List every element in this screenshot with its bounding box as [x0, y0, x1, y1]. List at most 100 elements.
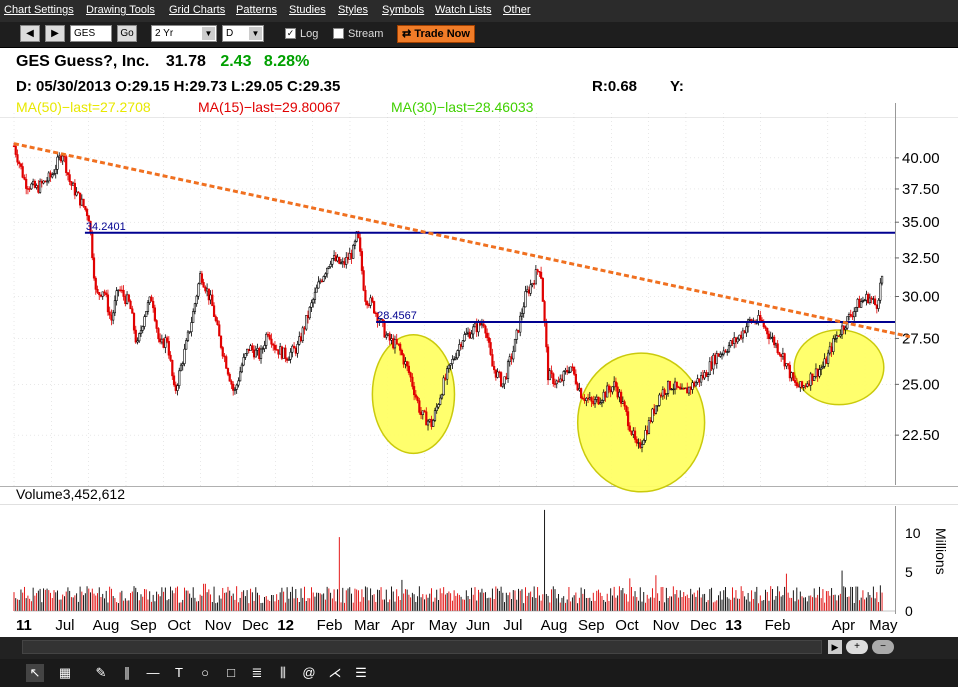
- candle-body: [480, 323, 484, 326]
- candle-body: [628, 425, 631, 432]
- chart-area[interactable]: 40.00 37.50 35.00 32.50 30.00 27.50 25.00 22.50…: [0, 48, 958, 637]
- candle-body: [160, 338, 163, 343]
- menu-grid-charts[interactable]: Grid Charts: [169, 4, 226, 16]
- parallel-lines-icon[interactable]: ∥: [123, 665, 131, 680]
- menu-styles[interactable]: Styles: [338, 4, 368, 16]
- candle-body: [778, 352, 781, 355]
- candle-body: [813, 376, 816, 381]
- candle-body: [774, 343, 778, 346]
- menu-chart-settings[interactable]: Chart Settings: [4, 4, 74, 16]
- candle-body: [117, 289, 120, 292]
- x-tick-label: 13: [725, 617, 742, 634]
- candle-body: [320, 280, 324, 283]
- candle-body: [783, 353, 786, 367]
- menu-patterns[interactable]: Patterns: [236, 4, 277, 16]
- candle-body: [63, 155, 66, 158]
- candle-body: [120, 289, 123, 292]
- list-icon[interactable]: ☰: [355, 665, 367, 680]
- horizontal-scrollbar[interactable]: ▶ + −: [0, 637, 958, 659]
- candle-body: [576, 383, 579, 391]
- go-button[interactable]: Go: [117, 25, 137, 42]
- candle-body: [223, 355, 226, 358]
- candle-body: [122, 289, 125, 297]
- candle-body: [383, 321, 386, 338]
- candle-body: [719, 353, 722, 357]
- menu-symbols[interactable]: Symbols: [382, 4, 425, 16]
- menu-other[interactable]: Other: [503, 4, 531, 16]
- candle-body: [106, 294, 110, 313]
- log-checkbox[interactable]: ✓: [285, 28, 296, 39]
- candle-body: [543, 301, 546, 323]
- candle-body: [393, 339, 397, 349]
- candle-body: [781, 353, 785, 357]
- menu-studies[interactable]: Studies: [289, 4, 326, 16]
- candle-body: [119, 289, 122, 291]
- candle-body: [263, 345, 266, 349]
- candle-body: [766, 328, 769, 335]
- fibonacci-icon[interactable]: ≣: [251, 665, 263, 680]
- candle-body: [597, 396, 600, 405]
- candle-body: [35, 185, 38, 188]
- candle-body: [835, 335, 838, 339]
- spiral-icon[interactable]: @: [302, 665, 316, 680]
- cycle-lines-icon[interactable]: ⫼: [280, 665, 286, 680]
- candle-body: [134, 329, 137, 343]
- pencil-icon[interactable]: ✎: [95, 665, 107, 680]
- candle-body: [776, 343, 779, 353]
- candle-body: [258, 348, 261, 359]
- candle-body: [583, 398, 586, 401]
- candle-body: [407, 365, 410, 374]
- candle-body: [673, 381, 677, 390]
- prev-button[interactable]: ◀: [20, 25, 40, 42]
- candle-body: [729, 340, 732, 346]
- candle-body: [266, 333, 270, 336]
- ellipse-icon[interactable]: ○: [201, 665, 209, 680]
- candle-body: [414, 394, 417, 398]
- text-icon[interactable]: T: [175, 665, 183, 680]
- candle-body: [280, 346, 283, 359]
- menu-watch-lists[interactable]: Watch Lists: [435, 4, 492, 16]
- zoom-in-icon[interactable]: +: [846, 640, 868, 654]
- candle-body: [705, 372, 708, 377]
- scroll-right-icon[interactable]: ▶: [828, 640, 842, 654]
- candle-body: [877, 299, 880, 309]
- candle-body: [42, 180, 45, 184]
- next-button[interactable]: ▶: [45, 25, 65, 42]
- candle-body: [413, 386, 416, 396]
- menu-drawing-tools[interactable]: Drawing Tools: [86, 4, 155, 16]
- candle-body: [639, 442, 642, 448]
- stream-checkbox[interactable]: [333, 28, 344, 39]
- period-select[interactable]: 2 Yr ▼: [151, 25, 217, 42]
- rectangle-icon[interactable]: □: [227, 665, 235, 680]
- candle-body: [642, 440, 645, 445]
- candle-body: [240, 364, 243, 373]
- candle-body: [550, 370, 553, 375]
- candle-body: [181, 363, 184, 366]
- hline-icon[interactable]: —: [146, 665, 160, 680]
- candle-body: [70, 181, 73, 186]
- candle-body: [809, 373, 812, 386]
- zoom-out-icon[interactable]: −: [872, 640, 894, 654]
- candle-body: [647, 420, 651, 434]
- candle-body: [665, 393, 668, 395]
- candle-body: [734, 337, 738, 343]
- interval-select[interactable]: D ▼: [222, 25, 264, 42]
- candle-body: [632, 430, 635, 435]
- candle-body: [847, 314, 851, 317]
- symbol-input[interactable]: GES: [70, 25, 112, 42]
- candle-body: [287, 359, 290, 361]
- candle-body: [470, 333, 473, 339]
- candle-body: [167, 341, 170, 356]
- scroll-track[interactable]: [22, 640, 822, 654]
- x-tick-label: May: [869, 617, 898, 634]
- grid-icon[interactable]: ▦: [58, 665, 72, 680]
- period-value: 2 Yr: [155, 28, 174, 39]
- trade-icon: ⇄: [402, 28, 415, 40]
- cursor-icon[interactable]: ↖: [26, 664, 44, 682]
- fan-icon[interactable]: ⋌: [328, 665, 342, 680]
- candle-body: [691, 382, 694, 390]
- candle-body: [660, 394, 663, 397]
- price-chart[interactable]: 40.00 37.50 35.00 32.50 30.00 27.50 25.00 22.50…: [0, 48, 958, 637]
- candle-body: [145, 311, 148, 317]
- trade-now-button[interactable]: ⇄ Trade Now: [397, 25, 475, 43]
